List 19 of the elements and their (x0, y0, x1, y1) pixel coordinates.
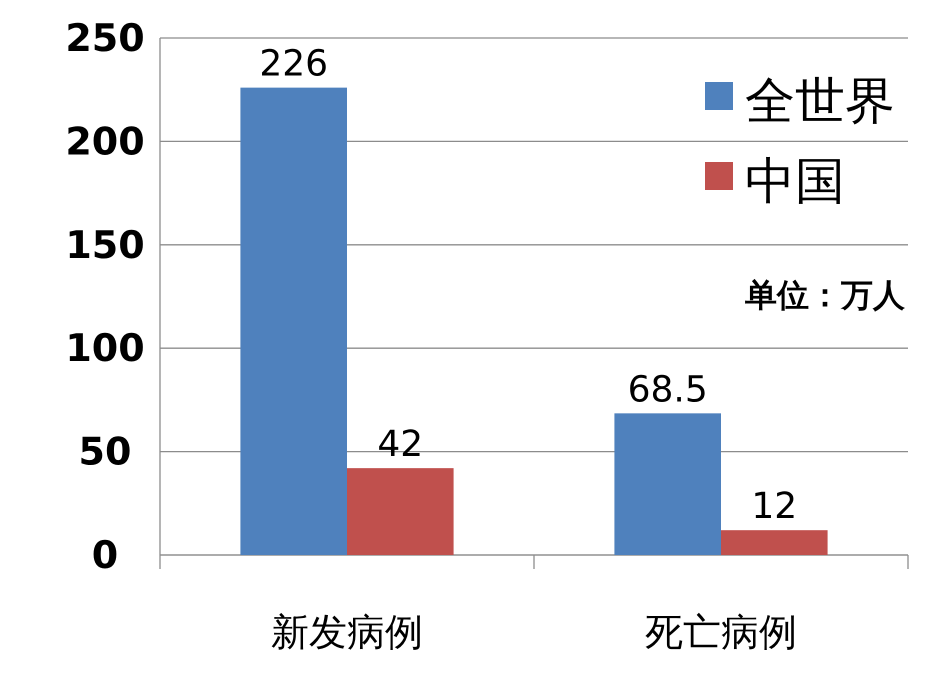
x-tick-label: 死亡病例 (645, 610, 797, 654)
data-label: 68.5 (628, 369, 708, 410)
y-tick-label: 100 (65, 326, 145, 370)
y-tick-label: 150 (65, 222, 145, 267)
y-tick-label: 250 (65, 16, 145, 60)
y-tick-label: 200 (65, 119, 145, 164)
y-tick-label: 0 (92, 533, 118, 577)
bar (240, 88, 347, 555)
bar (347, 468, 454, 555)
y-tick-label: 50 (78, 430, 132, 474)
legend-label: 中国 (745, 152, 845, 210)
bar (614, 413, 721, 555)
legend-label: 全世界 (745, 72, 895, 130)
data-label: 42 (377, 424, 424, 466)
data-label: 226 (259, 44, 328, 85)
bar (721, 530, 828, 555)
x-tick-label: 新发病例 (271, 610, 423, 654)
data-label: 12 (751, 486, 798, 528)
annotation: 单位：万人 (744, 276, 906, 314)
